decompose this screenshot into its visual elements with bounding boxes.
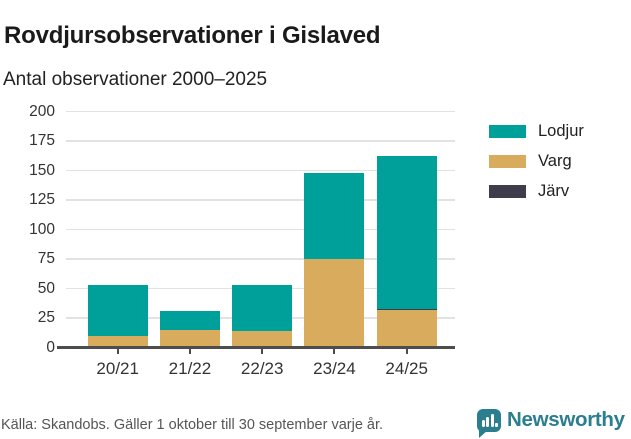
newsworthy-chart-bubble-icon <box>477 408 501 438</box>
bar-segment-varg <box>376 309 437 348</box>
legend-swatch <box>489 185 526 198</box>
y-axis-tick-label: 100 <box>29 220 55 238</box>
chart-subtitle: Antal observationer 2000–2025 <box>3 69 268 90</box>
x-axis-category-label: 22/23 <box>240 359 284 378</box>
bar-segment-lodjur <box>376 156 437 309</box>
y-axis-tick-label: 50 <box>37 279 55 297</box>
bar-segment-lodjur <box>159 310 220 330</box>
bar-segment-varg <box>232 330 293 348</box>
x-axis-tick <box>116 348 119 354</box>
legend-item-lodjur: Lodjur <box>489 122 584 141</box>
y-gridline <box>66 258 455 260</box>
mini-bar-icon <box>481 419 485 427</box>
bar-segment-jarv <box>376 308 437 310</box>
y-axis-tick-label: 125 <box>29 191 55 208</box>
mini-bar-icon <box>486 416 490 427</box>
legend-item-varg: Varg <box>489 152 584 171</box>
y-gridline <box>66 110 455 113</box>
bar-segment-varg <box>304 259 365 348</box>
legend-label: Varg <box>538 152 572 170</box>
legend-label: Järv <box>538 182 570 200</box>
legend-swatch <box>489 125 526 138</box>
x-axis-category-label: 24/25 <box>385 359 428 378</box>
legend-item-jarv: Järv <box>489 182 584 201</box>
y-axis-tick-label: 75 <box>37 250 55 267</box>
bar-segment-lodjur <box>232 284 293 331</box>
x-axis-category-label: 23/24 <box>313 359 356 378</box>
bar-segment-varg <box>159 329 220 347</box>
x-axis-tick <box>405 348 408 354</box>
x-axis-category-label: 20/21 <box>96 359 139 378</box>
y-axis-tick-label: 25 <box>37 309 55 326</box>
y-gridline <box>66 169 455 172</box>
y-axis-tick-label: 150 <box>29 161 55 179</box>
bar-segment-lodjur <box>304 172 365 259</box>
y-gridline <box>66 199 455 201</box>
legend-label: Lodjur <box>538 122 584 140</box>
x-axis-line <box>57 345 455 349</box>
x-axis-tick <box>261 348 264 354</box>
brand-wordmark: Newsworthy <box>507 408 625 431</box>
y-axis-tick-label: 0 <box>46 338 55 356</box>
chart-legend: Lodjur Varg Järv <box>489 122 584 212</box>
x-axis-tick <box>188 348 191 354</box>
y-gridline <box>66 140 455 142</box>
page-title: Rovdjursobservationer i Gislaved <box>4 22 381 50</box>
y-axis-tick-label: 175 <box>29 132 55 149</box>
mini-bar-icon <box>490 413 494 427</box>
bar-segment-lodjur <box>87 284 148 336</box>
y-axis-tick-label: 200 <box>29 102 55 120</box>
speech-bubble-tail <box>479 429 488 438</box>
y-gridline <box>66 228 455 231</box>
newsworthy-logo: Newsworthy <box>477 408 625 438</box>
exclamation-dot-icon <box>495 423 499 427</box>
bar-segment-varg <box>87 335 148 348</box>
x-axis-category-label: 21/22 <box>168 359 212 378</box>
source-note: Källa: Skandobs. Gäller 1 oktober till 3… <box>1 417 384 433</box>
legend-swatch <box>489 155 526 168</box>
x-axis-tick <box>333 348 336 354</box>
